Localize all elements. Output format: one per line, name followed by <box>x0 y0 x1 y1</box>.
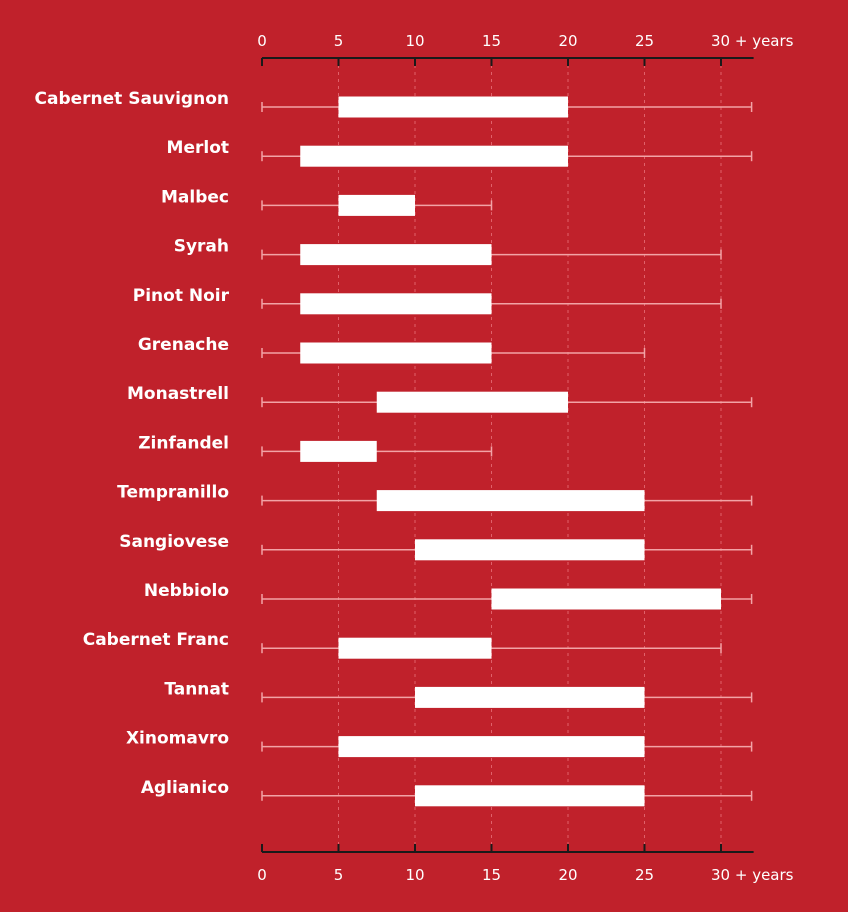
tick-label-15: 15 <box>482 866 501 884</box>
bar <box>300 440 377 462</box>
bar <box>300 342 492 364</box>
chart-rows: Cabernet Sauvignon Merlot Malbec Syrah Pinot… <box>35 89 753 807</box>
category-label: Cabernet Sauvignon <box>35 89 230 109</box>
bar <box>415 686 645 708</box>
tick-label-30: 30 + years <box>711 32 794 50</box>
tick-label-5: 5 <box>334 32 344 50</box>
chart-row: Tempranillo <box>117 483 753 512</box>
bar <box>376 391 568 413</box>
tick-label-20: 20 <box>558 32 577 50</box>
bar <box>491 588 721 610</box>
tick-label-0: 0 <box>257 32 267 50</box>
category-label: Grenache <box>138 335 229 355</box>
bar <box>300 293 492 315</box>
tick-label-10: 10 <box>405 866 424 884</box>
chart-row: Tannat <box>164 679 753 708</box>
category-label: Tannat <box>164 679 229 699</box>
chart-row: Xinomavro <box>126 729 753 758</box>
bar <box>300 244 492 266</box>
category-label: Nebbiolo <box>144 581 229 601</box>
bar <box>338 736 645 758</box>
chart-row: Cabernet Sauvignon <box>35 89 753 118</box>
category-label: Malbec <box>161 187 229 207</box>
chart-row: Syrah <box>174 237 722 266</box>
category-label: Monastrell <box>127 384 229 404</box>
category-label: Cabernet Franc <box>83 630 229 650</box>
tick-label-15: 15 <box>482 32 501 50</box>
category-label: Merlot <box>167 138 229 158</box>
top-axis: 0 5 10 15 20 25 30 + years <box>257 32 794 66</box>
bar <box>338 96 568 118</box>
category-label: Pinot Noir <box>133 286 230 306</box>
category-label: Aglianico <box>141 778 229 798</box>
bar <box>300 145 568 167</box>
tick-label-25: 25 <box>635 32 654 50</box>
chart-row: Cabernet Franc <box>83 630 722 659</box>
category-label: Zinfandel <box>138 433 229 453</box>
grid-lines <box>338 58 722 852</box>
tick-label-5: 5 <box>334 866 344 884</box>
tick-label-0: 0 <box>257 866 267 884</box>
chart-row: Merlot <box>167 138 753 167</box>
category-label: Tempranillo <box>117 483 229 503</box>
category-label: Sangiovese <box>119 532 229 552</box>
chart-row: Monastrell <box>127 384 753 413</box>
bar <box>415 785 645 807</box>
bar <box>415 539 645 561</box>
tick-label-25: 25 <box>635 866 654 884</box>
tick-label-30: 30 + years <box>711 866 794 884</box>
category-label: Syrah <box>174 237 229 257</box>
bar <box>338 194 415 216</box>
bar <box>376 490 645 512</box>
chart-row: Malbec <box>161 187 493 216</box>
chart-row: Pinot Noir <box>133 286 722 315</box>
tick-label-20: 20 <box>558 866 577 884</box>
chart-row: Aglianico <box>141 778 753 807</box>
tick-label-10: 10 <box>405 32 424 50</box>
chart-row: Nebbiolo <box>144 581 753 610</box>
chart-row: Zinfandel <box>138 433 493 462</box>
chart-row: Grenache <box>138 335 646 364</box>
bar <box>338 637 492 659</box>
bottom-axis: 0 5 10 15 20 25 30 + years <box>257 844 794 884</box>
category-label: Xinomavro <box>126 729 229 749</box>
chart-row: Sangiovese <box>119 532 753 561</box>
